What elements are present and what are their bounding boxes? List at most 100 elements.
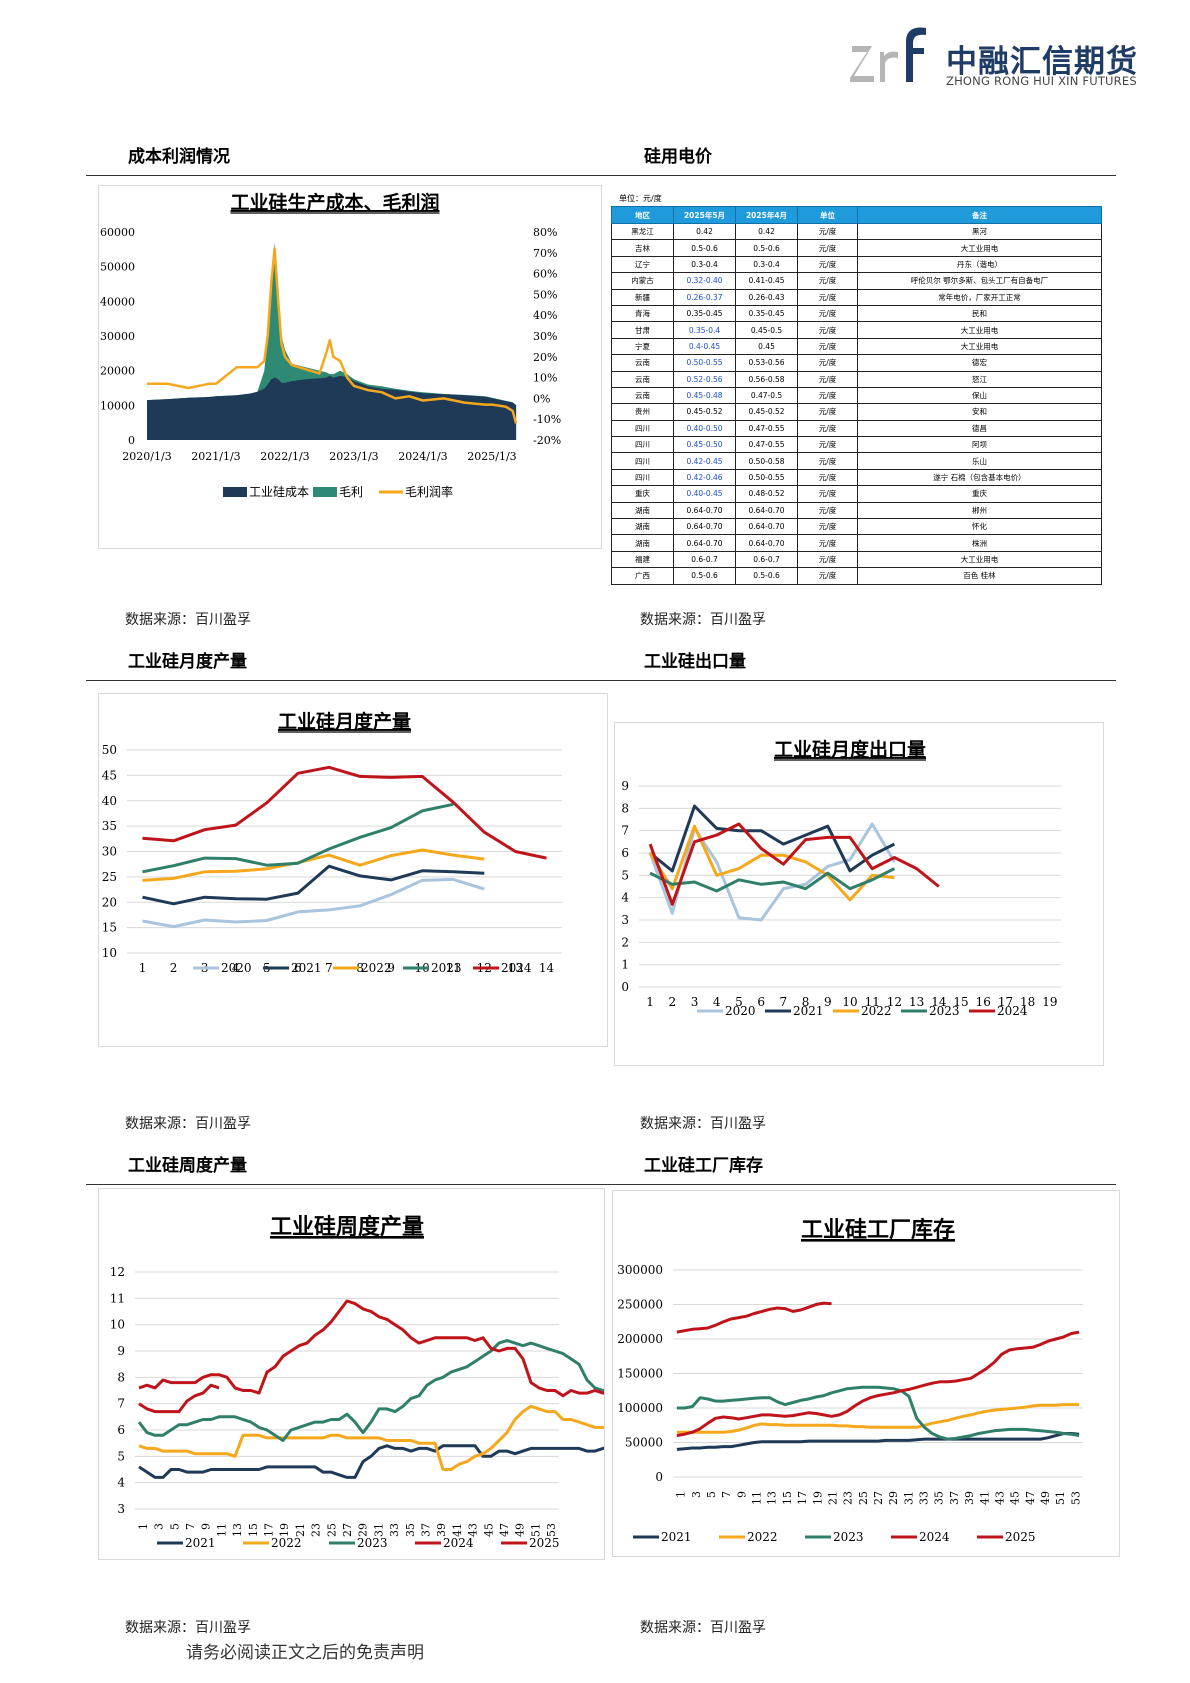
table-row: 云南 0.50-0.55 0.53-0.56 元/度 德宏 — [611, 354, 1102, 372]
table-cell-apr: 0.47-0.55 — [735, 419, 798, 438]
table-cell-region: 四川 — [611, 419, 674, 438]
series-line-2020 — [648, 822, 896, 922]
table-cell-region: 云南 — [611, 386, 674, 405]
x-tick-label: 3 — [691, 995, 699, 1009]
legend-label: 2023 — [357, 1536, 388, 1550]
company-logo-mark — [850, 27, 926, 82]
company-name-cn: 中融汇信期货 — [946, 44, 1138, 80]
legend-label: 2021 — [793, 1004, 824, 1018]
table-cell-may: 0.64-0.70 — [673, 534, 736, 552]
x-tick-label: 12 — [887, 995, 902, 1009]
data-source-note: 数据来源：百川盈孚 — [125, 612, 251, 628]
table-cell-may: 0.50-0.55 — [673, 354, 736, 372]
table-row: 黑龙江 0.42 0.42 元/度 黑河 — [611, 222, 1102, 241]
x-tick-label: 45 — [1009, 1491, 1022, 1505]
legend-label: 2020 — [221, 961, 252, 975]
table-cell-note: 怀化 — [857, 518, 1102, 536]
y-left-tick-label: 10000 — [100, 399, 135, 412]
table-cell-region: 四川 — [611, 468, 674, 487]
x-tick-label: 8 — [356, 961, 364, 975]
table-cell-may: 0.26-0.37 — [673, 288, 736, 306]
table-cell-apr: 0.45-0.5 — [735, 321, 798, 339]
series-line-2021 — [649, 804, 896, 873]
legend-label: 2024 — [501, 961, 532, 975]
cost-profit-chart: 工业硅生产成本、毛利润 60000 50000 40000 30000 20000 1000… — [98, 185, 602, 549]
series-line-2022 — [138, 1404, 604, 1471]
table-cell-note: 阿坝 — [857, 436, 1102, 454]
section-divider — [86, 1184, 1116, 1185]
table-cell-note: 乐山 — [857, 452, 1102, 470]
table-cell-apr: 0.50-0.55 — [735, 468, 798, 487]
x-tick-label: 14 — [931, 995, 947, 1009]
x-tick-label: 31 — [902, 1491, 915, 1505]
table-row: 吉林 0.5-0.6 0.5-0.6 元/度 大工业用电 — [611, 239, 1102, 257]
table-cell-apr: 0.56-0.58 — [735, 370, 798, 388]
x-tick-label: 4 — [232, 961, 240, 975]
table-cell-note: 遂宁 石棉（包含基本电价） — [857, 468, 1102, 487]
x-tick-label: 4 — [713, 995, 721, 1009]
x-tick-label: 37 — [420, 1523, 433, 1537]
data-source-note: 数据来源：百川盈孚 — [640, 612, 766, 628]
x-tick-label: 33 — [918, 1491, 931, 1505]
series-line-2023 — [649, 867, 896, 893]
x-tick-label: 51 — [529, 1523, 542, 1537]
table-cell-note: 大工业用电 — [857, 337, 1102, 356]
table-row: 湖南 0.64-0.70 0.64-0.70 元/度 株洲 — [611, 534, 1102, 552]
legend-label: 2023 — [833, 1530, 864, 1544]
y-left-tick-label: 50000 — [100, 261, 135, 274]
table-cell-apr: 0.48-0.52 — [735, 485, 798, 503]
y-tick-label: 200000 — [617, 1332, 663, 1346]
legend-label: 2021 — [661, 1530, 692, 1544]
table-cell-note: 黑河 — [857, 222, 1102, 241]
power-price-table: 单位：元/度 地区 2025年5月 2025年4月 单位 备注 黑龙江 0.42 0.42 元… — [611, 192, 1102, 585]
monthly-output-chart: 工业硅月度产量504540353025201510123456789101112… — [98, 693, 608, 1047]
section-title-monthly-output: 工业硅月度产量 — [128, 652, 247, 672]
table-cell-region: 新疆 — [611, 288, 674, 306]
table-cell-region: 四川 — [611, 436, 674, 454]
table-cell-region: 重庆 — [611, 485, 674, 503]
table-cell-note: 大工业用电 — [857, 550, 1102, 569]
table-cell-region: 福建 — [611, 550, 674, 569]
x-tick-label: 3 — [153, 1523, 166, 1530]
table-row: 四川 0.42-0.45 0.50-0.58 元/度 乐山 — [611, 452, 1102, 470]
y-tick-label: 9 — [621, 779, 629, 793]
series-line-2023 — [676, 1385, 1080, 1441]
x-tick-label: 1 — [646, 995, 654, 1009]
table-cell-unit: 元/度 — [797, 501, 858, 520]
x-tick-label: 43 — [467, 1523, 480, 1537]
y-right-tick-label: -20% — [533, 434, 561, 447]
y-tick-label: 3 — [117, 1502, 125, 1516]
x-tick-label: 2 — [668, 995, 676, 1009]
table-cell-note: 怒江 — [857, 370, 1102, 388]
table-cell-region: 湖南 — [611, 518, 674, 536]
x-tick-label: 25 — [325, 1523, 338, 1537]
x-tick-label: 15 — [781, 1491, 794, 1505]
x-tick-label: 5 — [168, 1523, 181, 1530]
x-tick-label: 9 — [200, 1523, 213, 1530]
x-tick-label: 19 — [1042, 995, 1057, 1009]
table-cell-note: 株洲 — [857, 534, 1102, 552]
x-tick-label: 5 — [705, 1491, 718, 1498]
y-tick-label: 40 — [102, 794, 117, 808]
table-cell-unit: 元/度 — [797, 337, 858, 356]
x-tick-label: 35 — [933, 1491, 946, 1505]
section-divider — [86, 680, 1116, 681]
legend-swatch — [223, 487, 247, 497]
x-tick-label: 27 — [872, 1491, 885, 1505]
table-cell-unit: 元/度 — [797, 468, 858, 487]
table-cell-unit: 元/度 — [797, 304, 858, 323]
y-right-tick-label: 30% — [533, 330, 557, 343]
table-cell-may: 0.32-0.40 — [673, 272, 736, 290]
y-right-tick-label: 0% — [533, 392, 550, 405]
section-title-inventory: 工业硅工厂库存 — [644, 1156, 763, 1176]
table-row: 云南 0.52-0.56 0.56-0.58 元/度 怒江 — [611, 370, 1102, 388]
x-tick-label: 7 — [720, 1491, 733, 1498]
table-row: 辽宁 0.3-0.4 0.3-0.4 元/度 丹东（谐电） — [611, 255, 1102, 274]
table-cell-apr: 0.64-0.70 — [735, 534, 798, 552]
table-cell-apr: 0.50-0.58 — [735, 452, 798, 470]
x-tick-label: 41 — [451, 1523, 464, 1537]
y-tick-label: 7 — [621, 824, 629, 838]
x-tick-label: 9 — [735, 1491, 748, 1498]
legend-label: 毛利润率 — [405, 484, 453, 499]
table-cell-region: 湖南 — [611, 501, 674, 520]
